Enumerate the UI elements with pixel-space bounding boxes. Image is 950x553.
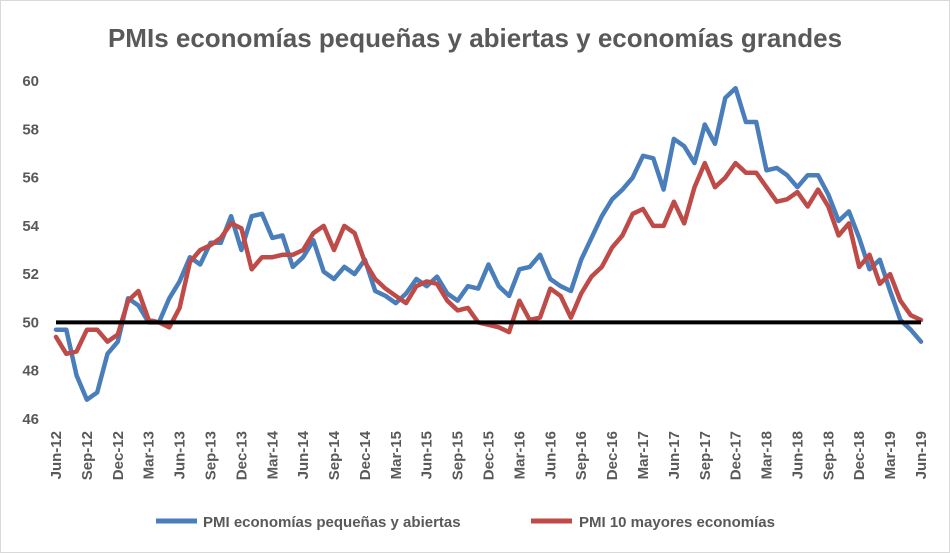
- x-tick-label: Sep-18: [820, 431, 837, 480]
- series-line-large-economies: [53, 160, 924, 357]
- x-tick-label: Sep-15: [450, 431, 467, 480]
- x-tick-label: Jun-18: [789, 431, 806, 479]
- legend: PMI economías pequeñas y abiertas PMI 10…: [156, 514, 775, 531]
- x-tick-label: Mar-16: [511, 431, 528, 479]
- y-tick-label: 46: [22, 411, 39, 428]
- x-tick-label: Jun-17: [666, 431, 683, 479]
- x-tick-label: Mar-17: [635, 431, 652, 479]
- x-tick-label: Jun-16: [542, 431, 559, 479]
- x-tick-label: Dec-12: [110, 431, 127, 480]
- x-tick-label: Jun-15: [419, 431, 436, 479]
- x-tick-label: Sep-14: [326, 430, 343, 480]
- y-tick-label: 48: [22, 363, 39, 380]
- x-tick-label: Jun-12: [48, 431, 65, 479]
- y-axis: 46 48 50 52 54 56 58 60: [22, 73, 39, 428]
- legend-label-large-economies: PMI 10 mayores economías: [579, 514, 775, 531]
- y-tick-label: 54: [22, 218, 39, 235]
- series-layer: [53, 85, 924, 402]
- x-tick-label: Dec-14: [357, 430, 374, 480]
- y-tick-label: 52: [22, 266, 39, 283]
- x-tick-label: Mar-15: [388, 431, 405, 479]
- x-tick-label: Mar-19: [882, 431, 899, 479]
- x-tick-label: Sep-13: [202, 431, 219, 480]
- legend-label-small-open: PMI economías pequeñas y abiertas: [203, 514, 461, 531]
- x-tick-label: Dec-16: [604, 431, 621, 480]
- x-tick-label: Sep-16: [573, 431, 590, 480]
- y-tick-label: 60: [22, 73, 39, 90]
- x-axis: Jun-12 Sep-12 Dec-12 Mar-13 Jun-13 Sep-13 Dec-…: [48, 430, 930, 480]
- y-tick-label: 58: [22, 121, 39, 138]
- x-tick-label: Dec-15: [481, 431, 498, 480]
- x-tick-label: Jun-13: [172, 431, 189, 479]
- y-tick-label: 56: [22, 170, 39, 187]
- x-tick-label: Sep-12: [79, 431, 96, 480]
- chart-title: PMIs economías pequeñas y abiertas y eco…: [108, 23, 842, 53]
- x-tick-label: Dec-18: [851, 431, 868, 480]
- x-tick-label: Mar-14: [264, 430, 281, 479]
- x-tick-label: Mar-18: [759, 431, 776, 479]
- x-tick-label: Sep-17: [697, 431, 714, 480]
- x-tick-label: Mar-13: [141, 431, 158, 479]
- series-line-small-open: [53, 85, 924, 402]
- x-tick-label: Jun-19: [913, 431, 930, 479]
- x-tick-label: Jun-14: [295, 430, 312, 479]
- y-tick-label: 50: [22, 314, 39, 331]
- x-tick-label: Dec-13: [233, 431, 250, 480]
- x-tick-label: Dec-17: [728, 431, 745, 480]
